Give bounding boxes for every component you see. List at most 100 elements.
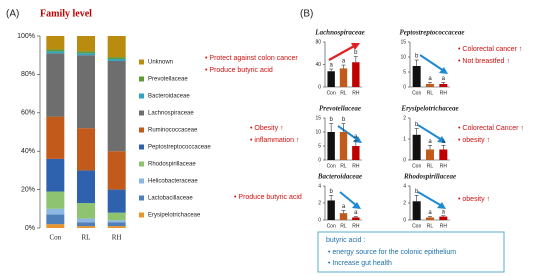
- bar-segment: [46, 116, 65, 159]
- legend-swatch: [139, 76, 144, 82]
- bar: [412, 66, 421, 87]
- bar: [426, 149, 434, 160]
- legend-swatch: [139, 127, 144, 133]
- x-tick-label: RH: [352, 90, 360, 96]
- panel-label: (B): [300, 9, 313, 20]
- x-tick-label: RH: [112, 234, 122, 242]
- y-tick-label: 4: [318, 183, 321, 189]
- annotation: • obesity ↑: [458, 196, 490, 203]
- legend-label: Bacteroidaceae: [148, 94, 190, 100]
- annotation: • obesity ↑: [458, 137, 490, 144]
- arrows: [328, 43, 448, 209]
- bar: [426, 84, 434, 87]
- bar-segment: [107, 212, 126, 221]
- bar-segment: [107, 222, 126, 227]
- bar: [439, 149, 448, 160]
- y-tick-label: 0%: [25, 225, 35, 232]
- bar: [327, 71, 335, 87]
- legend-label: Erysipelotrichaceae: [148, 213, 201, 219]
- bar-segment: [46, 36, 65, 50]
- annotation: • Not breastfed ↑: [458, 58, 510, 65]
- bar-segment: [46, 191, 65, 209]
- y-tick-label: 0: [403, 217, 406, 223]
- note-item: • energy source for the colonic epitheli…: [328, 249, 456, 256]
- legend-swatch: [139, 178, 144, 184]
- y-tick-label: 40%: [21, 148, 35, 155]
- y-tick-label: 0: [403, 84, 406, 90]
- bar-segment: [77, 222, 95, 227]
- x-tick-label: Con: [327, 163, 336, 169]
- note-item: • Increase gut health: [328, 260, 392, 267]
- chart-title: Erysipelotrichaceae: [400, 105, 458, 113]
- note-title: butyric acid :: [326, 237, 365, 244]
- letter: a: [354, 134, 358, 140]
- letter: a: [428, 76, 432, 82]
- legend-label: Prevotellaceae: [148, 77, 188, 83]
- bar-segment: [107, 57, 126, 60]
- bar-segment: [77, 53, 95, 56]
- letter: a: [329, 63, 333, 69]
- bar: [426, 217, 434, 220]
- bar-segment: [46, 53, 65, 117]
- y-tick-label: 20%: [21, 186, 35, 193]
- legend-swatch: [139, 195, 144, 201]
- y-tick-label: 0: [318, 157, 321, 163]
- legend-label: Ruminococcaceae: [148, 128, 198, 134]
- y-tick-label: 1: [403, 136, 406, 142]
- annotation: • Produce butyric acid: [234, 194, 302, 201]
- x-tick-label: Con: [327, 223, 336, 229]
- bar: [439, 84, 448, 87]
- bar-segment: [107, 226, 126, 228]
- legend-swatch: [139, 161, 144, 167]
- legend-label: Lachnospiraceae: [148, 111, 194, 117]
- annotation: • Protect against colon cancer: [205, 55, 298, 62]
- legend-swatch: [139, 93, 144, 99]
- chart-title: Bacteroidaceae: [317, 173, 362, 181]
- x-tick-label: RL: [427, 163, 434, 169]
- bar: [327, 132, 335, 160]
- bar-segment: [107, 189, 126, 213]
- bar-segment: [107, 59, 126, 61]
- y-tick-label: 15: [315, 115, 321, 121]
- annotation: • Colorectal cancer ↑: [458, 46, 522, 53]
- bar-segment: [46, 51, 65, 54]
- bar-segment: [46, 49, 65, 52]
- x-tick-label: Con: [412, 163, 421, 169]
- annotation: • Obesity ↑: [250, 125, 284, 132]
- y-tick-label: 60%: [21, 110, 35, 117]
- bar: [339, 132, 348, 160]
- y-tick-label: 4: [403, 183, 406, 189]
- legend-swatch: [139, 212, 144, 218]
- letter: a: [342, 204, 346, 210]
- x-tick-label: RL: [82, 234, 91, 242]
- bar-segment: [77, 226, 95, 228]
- y-tick-label: 15: [400, 39, 406, 45]
- x-tick-label: Con: [327, 90, 336, 96]
- y-tick-label: 10: [400, 54, 406, 60]
- bar-segment: [46, 158, 65, 192]
- note-box: [317, 231, 505, 273]
- letter: b: [342, 117, 346, 123]
- y-tick-label: 0: [318, 217, 321, 223]
- x-tick-label: RH: [440, 223, 448, 229]
- chart-title: Lachnospiraceae: [314, 29, 364, 37]
- letter: a: [428, 210, 432, 216]
- y-tick-label: 0: [318, 84, 321, 90]
- legend-label: Helicobacteraceae: [148, 179, 198, 185]
- bar-segment: [77, 170, 95, 204]
- y-tick-label: 40: [315, 62, 321, 68]
- bar: [412, 134, 421, 160]
- letter: a: [354, 210, 358, 216]
- y-tick-label: 0: [403, 157, 406, 163]
- x-tick-label: RH: [440, 90, 448, 96]
- x-tick-label: RL: [427, 223, 434, 229]
- y-tick-label: 2: [403, 115, 406, 121]
- bar: [352, 217, 360, 220]
- legend-label: Peptostreptococcaceae: [148, 145, 211, 151]
- y-tick-label: 2: [403, 200, 406, 206]
- annotation: • inflammation ↑: [250, 137, 300, 144]
- legend-swatch: [139, 59, 144, 65]
- letter: a: [442, 139, 446, 145]
- legend-swatch: [139, 110, 144, 116]
- x-tick-label: RL: [340, 90, 347, 96]
